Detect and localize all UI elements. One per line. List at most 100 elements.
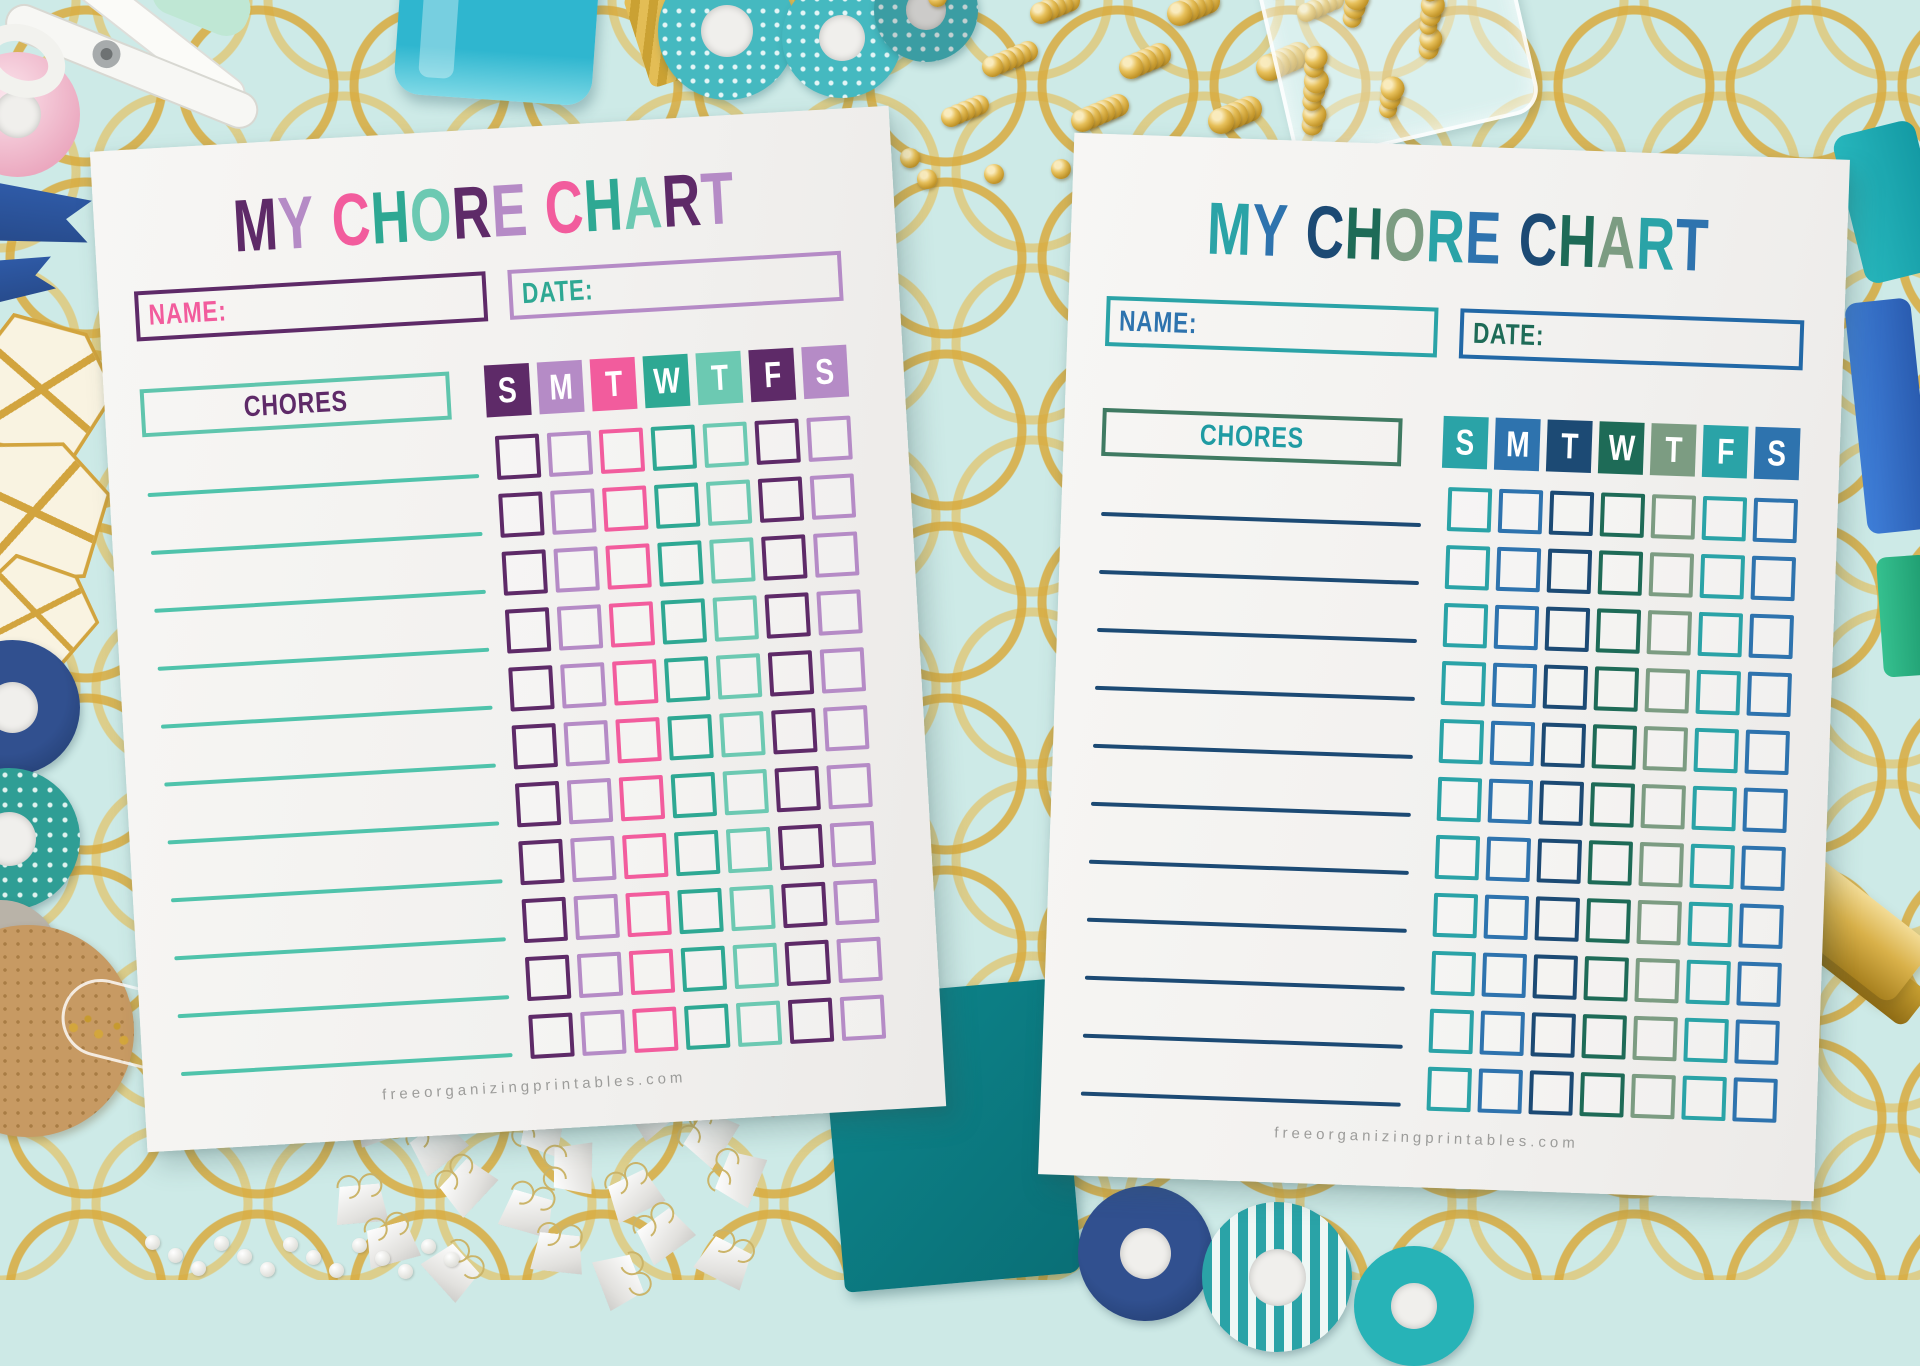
checkbox [563,720,610,767]
checkbox [680,945,728,993]
teal-washi-roll [1354,1246,1474,1366]
checkbox [602,485,649,532]
teal-dotted-washi-roll [0,768,80,910]
chore-write-line [1086,917,1407,933]
checkbox [719,711,766,758]
title-space [1501,264,1518,265]
checkbox [771,708,818,755]
day-letter: S [1455,421,1476,463]
day-header-S-6: S [801,344,850,400]
checkbox [1540,722,1587,768]
checkbox [1595,608,1642,654]
title-letter: E [1463,195,1504,280]
day-letter: W [652,359,681,402]
checkbox [819,647,867,694]
checkbox [1483,894,1530,941]
checkbox [1446,487,1493,533]
checkbox [1536,838,1583,884]
day-letter: F [1715,430,1735,472]
binder-clip [537,1139,593,1196]
white-sequin [352,1238,367,1253]
checkbox [508,665,555,712]
chore-write-line [1080,1091,1401,1107]
title-letter: M [230,182,281,268]
title-letter: A [1595,200,1638,285]
checkbox [816,589,863,636]
checkbox [1599,492,1646,538]
checkbox [757,476,805,523]
day-letter: S [497,368,519,411]
checkbox [725,826,773,874]
checkbox-grid [143,407,887,1085]
checkbox [628,948,676,996]
name-field-box: NAME: [133,271,489,342]
checkbox [1432,892,1479,939]
checkbox [546,430,594,477]
checkbox [1477,1068,1523,1114]
push-pin [1256,54,1283,81]
checkbox [1736,961,1782,1007]
checkbox [494,433,542,480]
white-sequin [398,1264,413,1279]
day-letter: M [547,365,574,408]
checkbox [729,884,776,932]
checkbox [580,1009,627,1056]
checkbox [1693,727,1740,774]
checkbox [598,427,646,474]
binder-clip-wire [460,1254,486,1280]
push-pin [1167,1,1192,26]
checkbox [625,890,672,938]
day-header-W-3: W [642,353,691,409]
checkbox [1750,555,1797,602]
checkbox [622,832,669,880]
checkbox [1589,782,1636,828]
checkbox [1683,1017,1729,1064]
checkbox [1593,666,1640,712]
binder-clip [530,1217,588,1274]
striped-washi-roll [1202,1202,1352,1352]
chore-write-line [1094,685,1416,702]
checkbox [657,540,704,587]
push-pin [1030,2,1052,24]
title-letter: H [1556,198,1599,284]
day-header-S-0: S [1441,415,1489,470]
date-label: DATE: [521,273,595,310]
checkbox [1495,546,1542,593]
checkbox [653,482,701,529]
checkbox [826,762,873,810]
checkbox [1444,545,1491,591]
checkbox [1748,613,1795,660]
checkbox-row [1432,892,1784,949]
desk-scene [0,0,1920,1280]
checkbox [715,653,763,700]
checkbox [1583,956,1629,1002]
day-letter: T [1663,428,1683,471]
checkbox [615,717,662,764]
checkbox [1591,724,1638,770]
checkbox [518,838,565,886]
checkbox [809,473,857,520]
title-space [1288,256,1305,257]
name-field-box: NAME: [1104,296,1439,358]
checkbox [514,780,562,828]
checkbox [524,954,572,1002]
title-letter: Y [275,180,317,266]
checkbox [1687,901,1733,948]
chores-header-box: CHORES [139,371,452,438]
checkbox [806,415,853,462]
title-letter: E [488,167,530,253]
title-space [529,234,546,235]
checkbox [754,418,801,465]
checkbox [1634,957,1680,1004]
chore-write-line [1101,511,1422,528]
white-sequin [214,1236,229,1251]
day-letter: T [1560,424,1579,467]
checkbox [1744,729,1790,776]
day-header-T-2: T [589,356,638,412]
chore-write-line [1097,627,1418,644]
checkbox [618,774,666,822]
binder-clip [359,1207,421,1269]
checkbox [1587,840,1634,886]
